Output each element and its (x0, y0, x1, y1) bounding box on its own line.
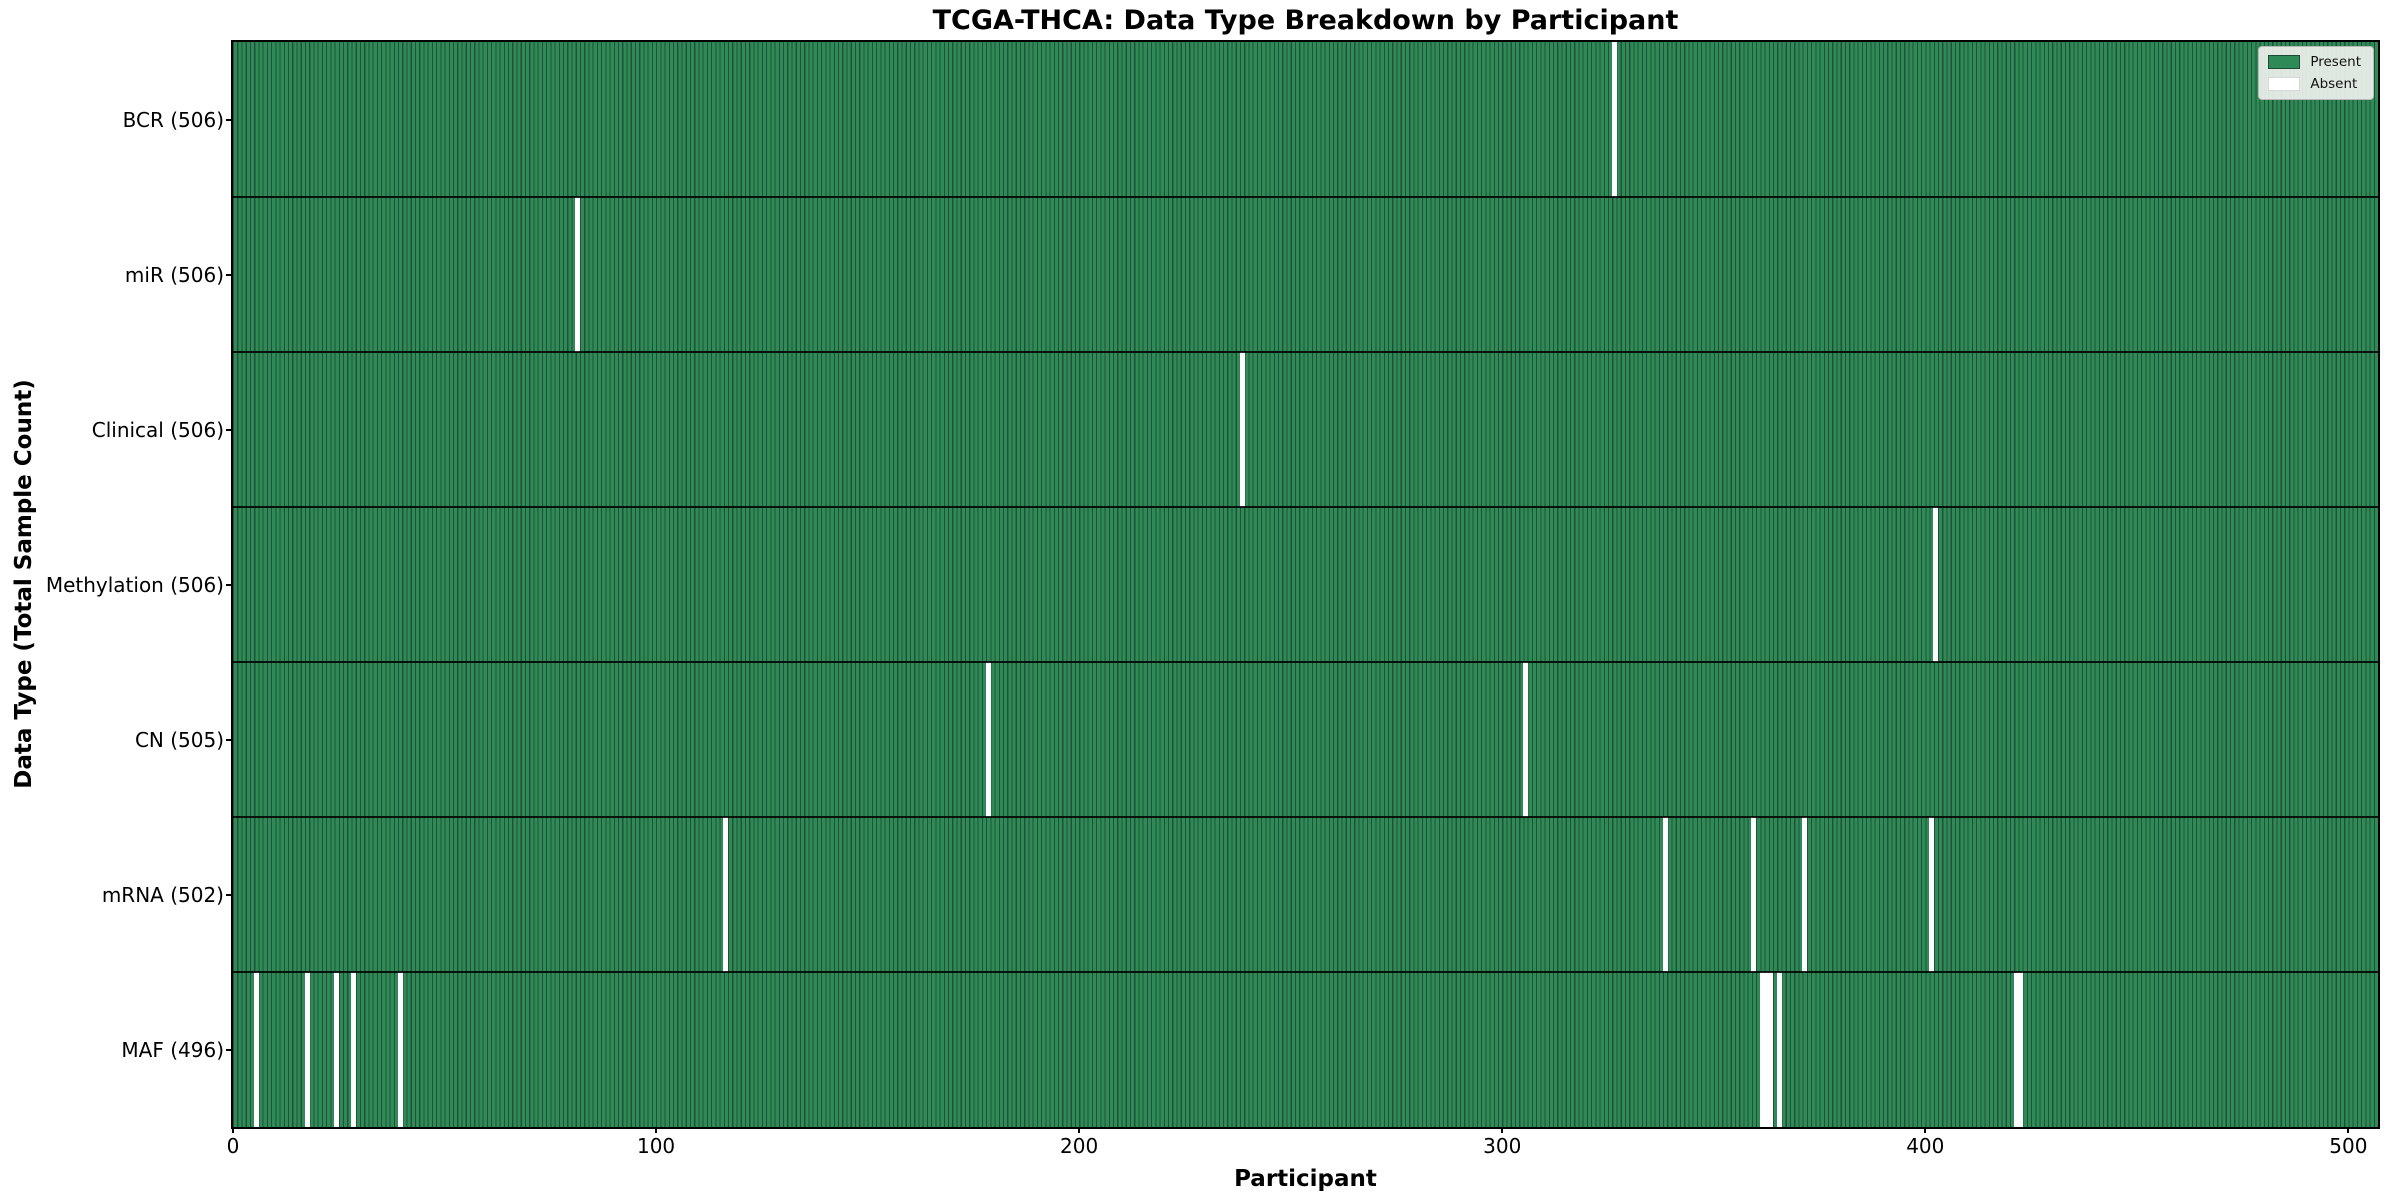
y-tick-label: MAF (496) (121, 1037, 224, 1062)
x-tick-mark (655, 1127, 658, 1133)
heatmap-row-Methylation (233, 507, 2378, 662)
absent-mark (1802, 817, 1808, 972)
absent-mark (575, 197, 581, 352)
legend: Present Absent (2258, 46, 2374, 100)
x-tick-label: 300 (1483, 1134, 1522, 1158)
absent-mark (723, 817, 729, 972)
x-tick-mark (1924, 1127, 1927, 1133)
y-tick-label: CN (505) (134, 727, 224, 752)
x-tick-mark (1078, 1127, 1081, 1133)
y-tick-label: BCR (506) (122, 107, 224, 132)
chart-title: TCGA-THCA: Data Type Breakdown by Partic… (932, 5, 1679, 36)
y-tick-mark (226, 273, 232, 276)
absent-mark (1239, 352, 1245, 507)
y-tick-label: miR (506) (124, 262, 224, 287)
absent-mark (1768, 972, 1774, 1127)
heatmap-row-mRNA (233, 817, 2378, 972)
y-tick-mark (226, 583, 232, 586)
row-separator (233, 351, 2378, 353)
x-tick-label: 500 (2329, 1134, 2368, 1158)
legend-item-absent: Absent (2268, 76, 2361, 92)
row-separator (233, 971, 2378, 973)
absent-mark (1764, 972, 1770, 1127)
y-tick-label: Clinical (506) (91, 417, 224, 442)
x-tick-mark (1501, 1127, 1504, 1133)
heatmap-row-CN (233, 662, 2378, 817)
y-tick-mark (226, 118, 232, 121)
absent-mark (253, 972, 259, 1127)
absent-mark (351, 972, 357, 1127)
absent-mark (1662, 817, 1668, 972)
legend-item-present: Present (2268, 54, 2361, 70)
x-tick-mark (232, 1127, 234, 1133)
x-tick-label: 100 (636, 1134, 676, 1158)
row-separator (233, 816, 2378, 818)
heatmap-row-miR (233, 197, 2378, 352)
y-tick-mark (226, 1048, 232, 1051)
y-tick-mark (226, 738, 232, 741)
x-tick-label: 0 (226, 1134, 240, 1158)
absent-mark (397, 972, 403, 1127)
y-tick-mark (226, 893, 232, 896)
absent-mark (304, 972, 310, 1127)
legend-label-present: Present (2310, 54, 2361, 70)
x-axis-label: Participant (1234, 1166, 1377, 1192)
absent-mark (1759, 972, 1765, 1127)
y-tick-mark (226, 428, 232, 431)
absent-swatch (2268, 77, 2301, 91)
heatmap-row-BCR (233, 42, 2378, 197)
heatmap-row-MAF (233, 972, 2378, 1127)
absent-mark (1929, 817, 1935, 972)
row-separator (233, 506, 2378, 508)
plot-area: Present Absent (231, 40, 2380, 1129)
x-tick-label: 400 (1906, 1134, 1945, 1158)
x-tick-label: 200 (1060, 1134, 1099, 1158)
absent-mark (2017, 972, 2023, 1127)
x-tick-mark (2347, 1127, 2350, 1133)
y-tick-label: Methylation (506) (45, 572, 224, 597)
legend-label-absent: Absent (2310, 76, 2358, 92)
absent-mark (334, 972, 340, 1127)
absent-mark (1933, 507, 1939, 662)
absent-mark (985, 662, 991, 817)
y-tick-label: mRNA (502) (101, 882, 224, 907)
absent-mark (1611, 42, 1617, 197)
absent-mark (2013, 972, 2019, 1127)
heatmap-row-Clinical (233, 352, 2378, 507)
absent-mark (1522, 662, 1528, 817)
row-separator (233, 661, 2378, 663)
row-separator (233, 196, 2378, 198)
present-swatch (2268, 55, 2301, 69)
absent-mark (1776, 972, 1782, 1127)
absent-mark (1751, 817, 1757, 972)
